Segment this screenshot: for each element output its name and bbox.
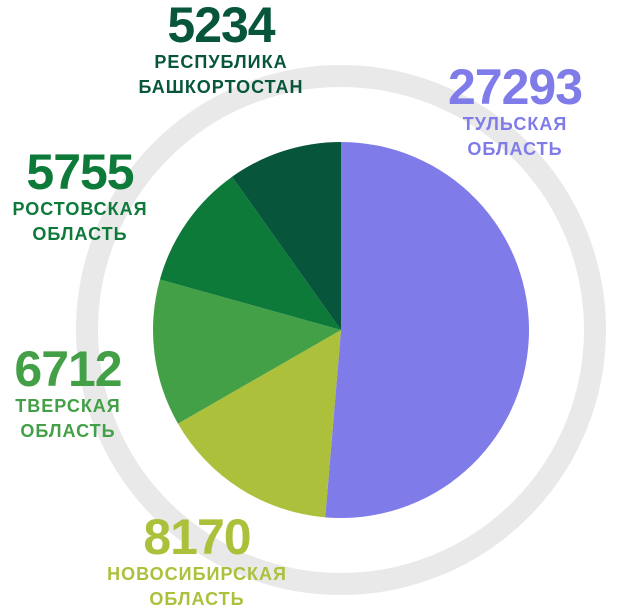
category-label: ТВЕРСКАЯ ОБЛАСТЬ: [15, 396, 121, 441]
slice-label: 8170 НОВОСИБИРСКАЯ ОБЛАСТЬ: [107, 512, 287, 609]
ring: [76, 65, 606, 595]
slice: [231, 142, 341, 330]
category-label: РЕСПУБЛИКА БАШКОРТОСТАН: [138, 52, 304, 97]
slice-label: 5234 РЕСПУБЛИКА БАШКОРТОСТАН: [138, 0, 303, 100]
value-label: 5755: [26, 144, 134, 200]
slice: [153, 279, 341, 424]
slice: [159, 176, 341, 330]
slice-label: 5755 РОСТОВСКАЯ ОБЛАСТЬ: [12, 147, 147, 247]
slice: [325, 142, 529, 518]
value-label: 5234: [167, 0, 275, 53]
category-label: НОВОСИБИРСКАЯ ОБЛАСТЬ: [107, 564, 287, 609]
category-label: ТУЛЬСКАЯ ОБЛАСТЬ: [462, 114, 568, 159]
value-label: 6712: [14, 341, 122, 397]
slice-label: 27293 ТУЛЬСКАЯ ОБЛАСТЬ: [447, 59, 583, 162]
value-label: 8170: [143, 509, 251, 565]
value-label: 27293: [447, 59, 583, 115]
slice-label: 6712 ТВЕРСКАЯ ОБЛАСТЬ: [14, 341, 122, 444]
slice: [177, 330, 341, 518]
category-label: РОСТОВСКАЯ ОБЛАСТЬ: [12, 199, 148, 244]
